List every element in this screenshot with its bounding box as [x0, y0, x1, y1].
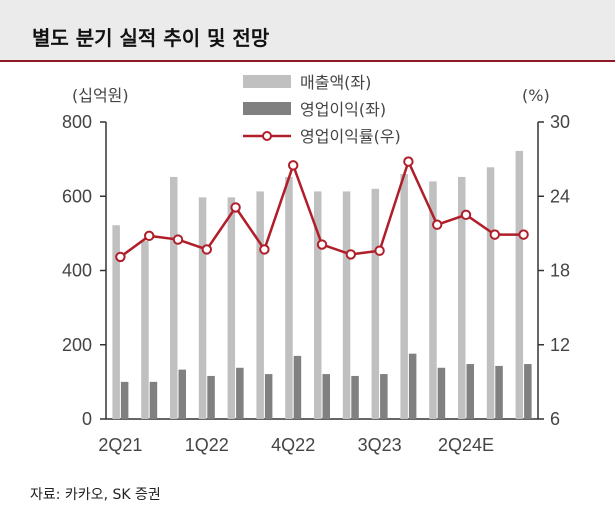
- margin-point: [115, 251, 126, 263]
- margin-point: [374, 245, 385, 256]
- legend-swatch-op: [243, 102, 291, 115]
- bar-operating-profit: [408, 353, 417, 419]
- x-tick-label: 2Q21: [98, 435, 142, 455]
- right-tick-label: 24: [550, 186, 570, 206]
- bar-sales: [256, 191, 264, 419]
- bar-operating-profit: [322, 374, 330, 419]
- margin-point: [460, 209, 472, 221]
- bar-operating-profit: [178, 369, 186, 419]
- margin-point: [288, 160, 299, 171]
- bar-sales: [314, 191, 322, 419]
- x-tick-label: 2Q24E: [438, 435, 494, 455]
- margin-line-series: [115, 156, 529, 263]
- x-tick-label: 4Q22: [271, 435, 315, 455]
- bar-sales: [227, 197, 236, 419]
- bar-operating-profit: [149, 381, 158, 419]
- bar-series: [112, 150, 532, 419]
- legend-marker-margin: [262, 131, 272, 141]
- bar-operating-profit: [293, 355, 302, 419]
- margin-point: [403, 156, 414, 167]
- bar-operating-profit: [495, 365, 503, 419]
- margin-point: [144, 230, 155, 242]
- left-tick-label: 0: [82, 409, 92, 429]
- margin-point: [316, 239, 328, 250]
- legend-label-op: 영업이익(좌): [300, 100, 386, 119]
- margin-point: [432, 219, 443, 230]
- bar-sales: [458, 176, 466, 419]
- left-tick-label: 800: [62, 112, 92, 132]
- left-tick-label: 400: [62, 261, 92, 281]
- margin-point: [201, 244, 213, 255]
- bar-sales: [198, 197, 207, 419]
- right-tick-label: 6: [550, 409, 560, 429]
- x-tick-label: 3Q23: [358, 435, 402, 455]
- bar-operating-profit: [437, 367, 446, 419]
- margin-point: [230, 202, 241, 213]
- left-axis-ticks: 0 200 400 600 800: [62, 112, 106, 429]
- bar-operating-profit: [236, 367, 244, 419]
- x-tick-label: 1Q22: [185, 435, 229, 455]
- legend-swatch-sales: [243, 75, 291, 88]
- bar-operating-profit: [120, 381, 129, 419]
- left-tick-label: 200: [62, 335, 92, 355]
- source-note: 자료: 카카오, SK 증권: [30, 487, 161, 503]
- right-axis-ticks: 6 12 18 24 30: [538, 112, 570, 429]
- legend-label-sales: 매출액(좌): [300, 73, 371, 92]
- right-tick-label: 30: [550, 112, 570, 132]
- bar-sales: [515, 150, 524, 419]
- left-unit-label: (십억원): [72, 86, 129, 105]
- bar-operating-profit: [380, 374, 388, 419]
- chart-title: 별도 분기 실적 추이 및 전망: [32, 26, 270, 50]
- margin-point: [172, 234, 184, 245]
- bar-operating-profit: [351, 375, 359, 419]
- legend-label-margin: 영업이익률(우): [300, 127, 401, 146]
- margin-point: [345, 249, 356, 260]
- bar-sales: [112, 225, 120, 419]
- bar-operating-profit: [264, 374, 273, 419]
- bar-sales: [400, 173, 408, 419]
- title-bar: 별도 분기 실적 추이 및 전망: [0, 0, 615, 62]
- bar-sales: [170, 176, 178, 419]
- bar-sales: [429, 181, 437, 419]
- left-tick-label: 600: [62, 186, 92, 206]
- bar-sales: [486, 167, 495, 419]
- bar-operating-profit: [466, 364, 474, 419]
- margin-point: [489, 229, 500, 240]
- margin-point: [259, 244, 270, 255]
- chart: (십억원) (%) 매출액(좌) 영업이익(좌) 영업이익률(우) 0 200 40…: [62, 73, 570, 455]
- right-tick-label: 18: [550, 261, 570, 281]
- x-axis-ticks: 2Q21 1Q22 4Q22 3Q23 2Q24E: [98, 435, 494, 455]
- bar-sales: [371, 188, 380, 419]
- bar-operating-profit: [207, 375, 215, 419]
- bar-sales: [342, 191, 351, 419]
- bar-sales: [285, 176, 293, 419]
- margin-point: [518, 229, 529, 240]
- right-tick-label: 12: [550, 335, 570, 355]
- right-unit-label: (%): [522, 86, 550, 105]
- legend: 매출액(좌) 영업이익(좌) 영업이익률(우): [243, 73, 401, 146]
- bar-sales: [141, 240, 149, 419]
- bar-operating-profit: [524, 364, 532, 419]
